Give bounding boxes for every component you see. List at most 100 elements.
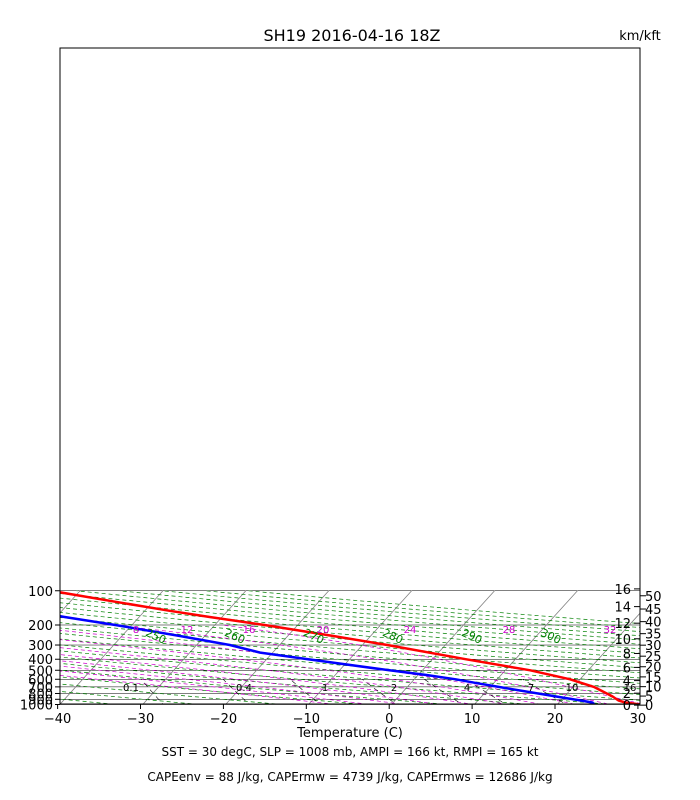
km-tick-label: 0 [623, 699, 631, 714]
dry-adiabat [60, 650, 640, 701]
mixing-ratio-label: 16 [624, 683, 637, 694]
dry-adiabat [60, 607, 640, 659]
moist-adiabat [60, 647, 507, 704]
dry-adiabat [60, 617, 640, 669]
dry-adiabat [60, 644, 640, 695]
dry-adiabat [60, 663, 530, 704]
temperature-line [60, 591, 640, 704]
mixing-ratio-line [362, 679, 397, 704]
pressure-tick-label: 200 [28, 619, 53, 634]
km-tick-label: 2 [623, 687, 631, 702]
mixing-ratio-label: 1 [322, 683, 328, 694]
mixing-ratio-line [424, 679, 463, 704]
plot-area [60, 590, 640, 704]
kft-tick-label: 25 [645, 650, 662, 665]
theta-e-label: 8 [133, 625, 139, 636]
kft-tick-label: 35 [645, 628, 662, 643]
x-axis-label: Temperature (C) [296, 726, 403, 740]
moist-adiabat [60, 665, 404, 704]
theta-e-label: 24 [404, 625, 417, 636]
theta-label: 300 [539, 626, 564, 647]
footer-line-1: SST = 30 degC, SLP = 1008 mb, AMPI = 166… [161, 745, 539, 759]
pressure-tick-label: 400 [28, 653, 53, 668]
mixing-ratio-line [222, 679, 250, 704]
theta-e-label: 28 [503, 625, 516, 636]
isotherm [391, 590, 495, 704]
dry-adiabat [60, 669, 447, 704]
km-tick-label: 16 [614, 583, 631, 598]
dry-adiabat [60, 627, 640, 679]
kft-tick-label: 30 [645, 639, 662, 654]
mixing-ratio-line [141, 679, 164, 704]
moist-adiabat [60, 629, 576, 704]
chart-title: SH19 2016-04-16 18Z [263, 26, 440, 45]
pressure-tick-label: 1000 [20, 699, 53, 714]
km-tick-label: 6 [623, 661, 631, 676]
dry-adiabat [60, 622, 640, 674]
temperature-tick-label: 20 [547, 712, 564, 727]
moist-adiabat [221, 624, 640, 704]
footer-line-2: CAPEenv = 88 J/kg, CAPErmw = 4739 J/kg, … [147, 770, 553, 784]
pressure-tick-label: 500 [28, 664, 53, 679]
mixing-ratio-label: 0.1 [123, 683, 139, 694]
dry-adiabat [60, 638, 640, 690]
theta-e-label: 32 [604, 625, 617, 636]
kft-tick-label: 10 [645, 681, 662, 696]
isotherm-grid [60, 590, 640, 704]
mixing-ratio-line [290, 679, 321, 704]
dry-adiabat [60, 602, 640, 654]
pressure-tick-label: 800 [28, 687, 53, 702]
isotherm [225, 590, 330, 704]
moist-adiabat [60, 660, 438, 704]
moist-adiabats [60, 624, 640, 704]
mixing-ratio-label: 2 [391, 683, 397, 694]
dry-adiabat [60, 683, 281, 704]
kft-tick-label: 20 [645, 661, 662, 676]
temperature-tick-label: 0 [385, 712, 393, 727]
dry-adiabat [76, 590, 640, 641]
pressure-tick-label: 600 [28, 673, 53, 688]
km-tick-label: 14 [614, 601, 631, 616]
moist-adiabat [60, 654, 473, 704]
dry-adiabat [60, 698, 116, 704]
isotherm [60, 590, 81, 614]
sounding-series [60, 591, 640, 704]
pressure-tick-label: 300 [28, 639, 53, 654]
pressure-tick-label: 900 [28, 693, 53, 708]
skew-t-chart: SH19 2016-04-16 18Z km/kft 0.1 0.4 1 2 4 7 10 1… [20, 26, 662, 740]
dry-adiabat [60, 676, 364, 704]
dewpoint-line [60, 614, 596, 704]
pressure-tick-label: 100 [28, 585, 53, 600]
theta-e-label: 12 [181, 625, 194, 636]
pressure-tick-label: 700 [28, 681, 53, 696]
dry-adiabat [60, 597, 640, 650]
kft-tick-label: 50 [645, 590, 662, 605]
moist-adiabat [60, 670, 369, 704]
right-axis-unit: km/kft [619, 29, 661, 44]
km-tick-label: 10 [614, 633, 631, 648]
moist-adiabat [60, 675, 334, 704]
dry-adiabats [60, 590, 640, 704]
dry-adiabat [60, 656, 613, 704]
theta-label: 290 [460, 626, 485, 647]
temperature-tick-label: −40 [44, 712, 71, 727]
temperature-tick-label: −20 [210, 712, 237, 727]
kft-tick-label: 40 [645, 616, 662, 631]
kft-tick-label: 45 [645, 603, 662, 618]
kft-tick-label: 5 [645, 690, 653, 705]
mixing-ratio-label: 4 [464, 683, 470, 694]
temperature-tick-label: −30 [127, 712, 154, 727]
km-tick-label: 8 [623, 647, 631, 662]
temperature-tick-label: 30 [630, 712, 647, 727]
km-tick-label: 4 [623, 675, 631, 690]
mixing-ratio-lines [141, 679, 567, 704]
theta-e-label: 20 [317, 625, 330, 636]
temperature-tick-label: −10 [293, 712, 320, 727]
temperature-tick-label: 10 [464, 712, 481, 727]
mixing-ratio-label: 10 [566, 683, 579, 694]
plot-frame [59, 47, 641, 705]
kft-tick-label: 15 [645, 671, 662, 686]
km-tick-label: 12 [614, 617, 631, 632]
mixing-ratio-label: 0.4 [236, 683, 252, 694]
theta-e-label: 16 [243, 625, 256, 636]
